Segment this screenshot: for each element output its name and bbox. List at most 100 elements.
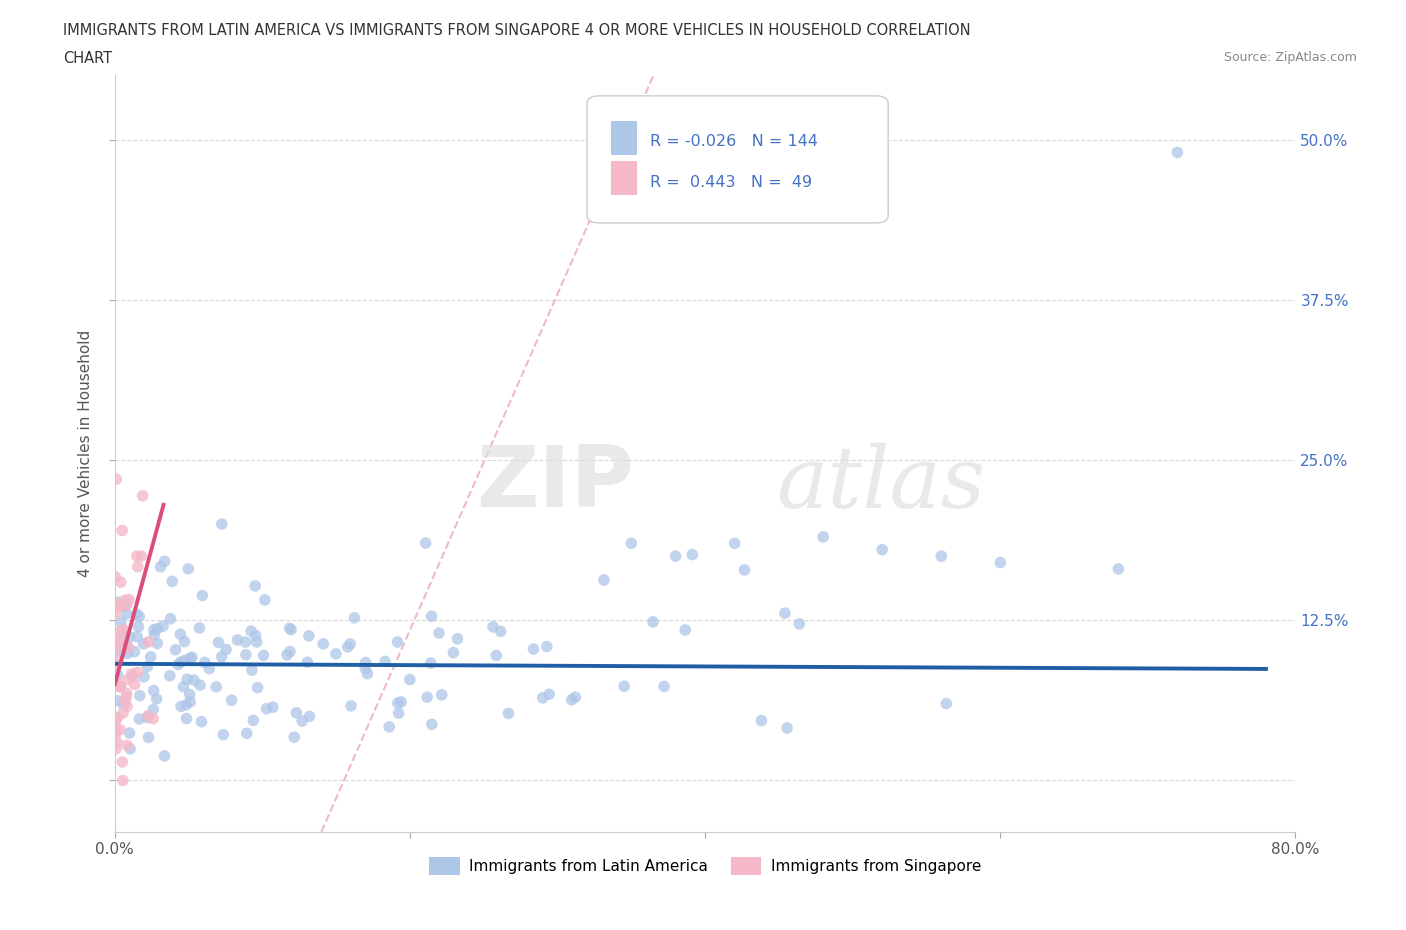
Point <box>188 620 211 635</box>
Point <box>165 643 187 658</box>
Point <box>787 617 810 631</box>
Point <box>111 773 134 788</box>
Point <box>191 588 214 603</box>
Point <box>641 615 664 630</box>
Text: R =  0.443   N =  49: R = 0.443 N = 49 <box>650 175 811 191</box>
Point <box>128 688 150 703</box>
Point <box>105 736 128 751</box>
Point <box>112 623 135 638</box>
Point <box>105 472 128 486</box>
Point <box>415 536 437 551</box>
Text: R = -0.026   N = 144: R = -0.026 N = 144 <box>650 135 818 150</box>
Point <box>124 644 146 659</box>
Point <box>179 651 201 666</box>
Point <box>773 605 796 620</box>
Point <box>613 679 636 694</box>
Point <box>336 640 359 655</box>
Point <box>246 634 269 649</box>
Point <box>152 618 174 633</box>
Point <box>243 578 266 593</box>
Point <box>153 553 176 568</box>
Point <box>354 661 377 676</box>
Point <box>115 737 138 752</box>
Point <box>174 698 197 712</box>
Point <box>170 655 193 670</box>
Point <box>198 661 221 676</box>
Point <box>339 636 361 651</box>
Point <box>564 690 586 705</box>
Point <box>104 713 127 728</box>
Point <box>105 711 128 725</box>
Point <box>121 667 143 682</box>
Point <box>489 624 512 639</box>
FancyBboxPatch shape <box>610 161 637 195</box>
Point <box>136 634 159 649</box>
Point <box>127 619 149 634</box>
Point <box>112 698 135 712</box>
Point <box>988 555 1011 570</box>
Point <box>253 592 276 607</box>
Point <box>118 592 141 607</box>
Point <box>128 609 150 624</box>
Point <box>115 686 138 701</box>
Point <box>430 687 453 702</box>
FancyBboxPatch shape <box>610 121 637 155</box>
Point <box>374 654 396 669</box>
Point <box>132 636 155 651</box>
Point <box>117 641 139 656</box>
Point <box>325 646 347 661</box>
Point <box>211 649 233 664</box>
Point <box>159 611 181 626</box>
Point <box>252 648 274 663</box>
Point <box>127 559 149 574</box>
Point <box>211 517 233 532</box>
Point <box>124 677 146 692</box>
Point <box>177 562 200 577</box>
Y-axis label: 4 or more Vehicles in Household: 4 or more Vehicles in Household <box>79 330 93 578</box>
Point <box>498 706 520 721</box>
Text: CHART: CHART <box>63 51 112 66</box>
Point <box>115 699 138 714</box>
Point <box>665 549 688 564</box>
Point <box>114 695 136 710</box>
Point <box>811 529 834 544</box>
Point <box>235 725 257 740</box>
Point <box>531 690 554 705</box>
Point <box>179 695 201 710</box>
Point <box>115 690 138 705</box>
Point <box>593 573 616 588</box>
Point <box>162 574 184 589</box>
Point <box>215 642 238 657</box>
Point <box>104 672 127 687</box>
Point <box>117 640 139 655</box>
Point <box>482 619 505 634</box>
Point <box>256 701 278 716</box>
Point <box>118 630 141 644</box>
Point <box>105 741 128 756</box>
Point <box>235 647 257 662</box>
Point <box>127 665 149 680</box>
Point <box>105 634 128 649</box>
Point <box>387 634 409 649</box>
Point <box>112 706 135 721</box>
Point <box>235 634 257 649</box>
Point <box>561 692 583 707</box>
Point <box>207 635 229 650</box>
Point <box>142 702 165 717</box>
Point <box>138 730 160 745</box>
Point <box>146 621 169 636</box>
Point <box>118 725 141 740</box>
Point <box>104 642 127 657</box>
Point <box>538 687 561 702</box>
Point <box>340 698 363 713</box>
Point <box>298 629 321 644</box>
Legend: Immigrants from Latin America, Immigrants from Singapore: Immigrants from Latin America, Immigrant… <box>423 851 987 881</box>
Point <box>441 645 464 660</box>
Point <box>146 636 169 651</box>
Point <box>620 536 643 551</box>
Point <box>522 642 544 657</box>
Point <box>929 549 952 564</box>
Point <box>159 669 181 684</box>
Point <box>110 615 132 630</box>
Point <box>143 627 166 642</box>
